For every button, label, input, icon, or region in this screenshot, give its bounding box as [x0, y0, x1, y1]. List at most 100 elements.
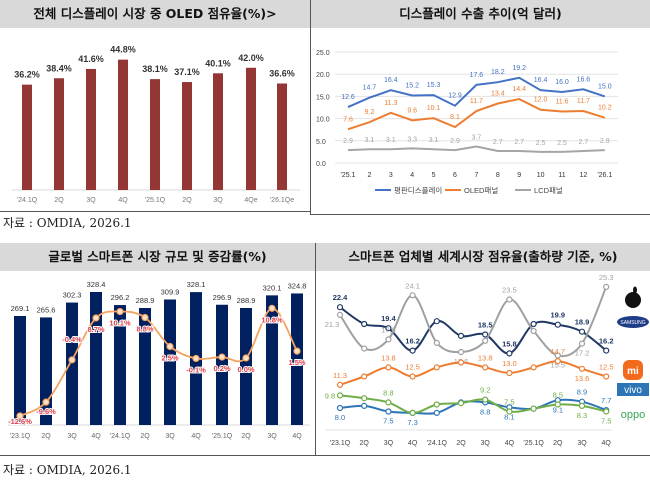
data-label: 7.5 [383, 417, 393, 426]
bar [90, 291, 102, 425]
data-label: 8.8 [480, 407, 490, 416]
data-marker [433, 364, 440, 371]
data-label: 8.1 [450, 114, 460, 121]
bar [216, 304, 228, 425]
data-label: 22.4 [333, 293, 348, 302]
data-marker [361, 402, 368, 409]
growth-marker [68, 356, 76, 364]
data-label: 38.4% [46, 63, 72, 73]
data-marker [578, 328, 586, 335]
chart-title: 전체 디스플레이 시장 중 OLED 점유율(%)> [0, 0, 310, 28]
data-marker [336, 392, 344, 399]
data-marker [433, 409, 440, 416]
bar [246, 67, 256, 190]
data-label: 7.5 [504, 398, 514, 407]
data-label: 15.0 [598, 83, 612, 90]
data-marker [457, 359, 465, 366]
chart-title: 디스플레이 수출 추이(억 달러) [311, 0, 650, 28]
x-tick-label: '25.1Q [523, 440, 544, 447]
x-tick-label: 4Q [602, 440, 612, 447]
data-marker [385, 336, 392, 343]
data-label: 8.3 [577, 411, 587, 420]
x-tick-label: 6 [453, 172, 457, 179]
vivo-logo-text: vivo [624, 385, 642, 396]
data-marker [361, 373, 368, 380]
xiaomi-logo-icon [623, 360, 643, 380]
data-marker [530, 320, 537, 328]
data-label: 14.7 [363, 85, 377, 92]
x-tick-label: 4Qe [244, 197, 257, 204]
x-tick-label: 9 [517, 172, 521, 179]
growth-label: 10.1% [109, 319, 131, 328]
data-marker [361, 320, 368, 328]
data-label: 37.1% [174, 67, 200, 77]
data-label: 12.9 [448, 93, 462, 100]
x-tick-label: 4 [410, 172, 414, 179]
data-marker [433, 339, 440, 346]
series-line [339, 398, 607, 415]
data-marker [506, 350, 513, 357]
data-label: 12.0 [534, 97, 548, 104]
growth-label: -0.1% [186, 365, 206, 374]
data-marker [409, 409, 416, 416]
series-line [339, 286, 608, 358]
data-label: 11.7 [577, 98, 590, 105]
data-label: 320.1 [263, 283, 282, 292]
growth-marker [242, 354, 250, 362]
x-tick-label: '25.1 [341, 172, 356, 179]
data-label: 296.2 [111, 293, 130, 302]
source-note: 자료 : OMDIA, 2026.1 [3, 463, 132, 477]
data-marker [506, 408, 513, 415]
data-label: 13.8 [478, 353, 493, 362]
data-marker [603, 408, 610, 415]
data-label: 21.3 [325, 320, 340, 329]
bar [266, 295, 278, 425]
data-label: 11.7 [470, 98, 483, 105]
x-tick-label: 3Q [86, 197, 96, 204]
x-tick-label: '24.1Q [17, 197, 38, 204]
data-label: 44.8% [110, 45, 136, 55]
data-marker [433, 318, 440, 325]
data-label: 16.0 [555, 79, 569, 86]
bar [240, 307, 252, 425]
x-tick-label: 5 [432, 172, 436, 179]
x-tick-label: 2Q [553, 440, 563, 447]
bar [150, 79, 160, 190]
data-label: 7.5 [601, 417, 611, 426]
data-label: 2.9 [600, 138, 610, 145]
data-label: 10.2 [598, 105, 612, 112]
data-label: 41.6% [78, 54, 104, 64]
vendor-share-panel: 스마트폰 업체별 세계시장 점유율(출하량 기준, %) [315, 243, 650, 456]
growth-label: -9.6% [36, 407, 56, 416]
x-tick-label: '25.1Q [212, 433, 233, 440]
x-tick-label: 3Q [165, 433, 175, 440]
data-label: 3.1 [386, 137, 396, 144]
data-label: 269.1 [11, 304, 30, 313]
data-label: 15.8 [502, 339, 517, 348]
data-marker [530, 405, 537, 412]
data-marker [530, 364, 537, 371]
vivo-logo-icon [617, 383, 649, 396]
data-marker [482, 364, 489, 371]
data-label: 7.6 [343, 116, 353, 123]
growth-marker [92, 314, 100, 322]
bar [139, 307, 151, 425]
data-label: 2.9 [450, 138, 460, 145]
x-tick-label: '26.1Qe [270, 197, 294, 204]
x-tick-label: 2 [367, 172, 371, 179]
data-label: 10.1 [427, 105, 441, 112]
bar [182, 82, 192, 190]
data-label: 17.8 [381, 325, 396, 334]
data-marker [385, 399, 392, 406]
growth-label: 10.8% [261, 315, 283, 324]
data-label: 2.7 [493, 139, 503, 146]
data-label: 13.4 [491, 91, 505, 98]
data-marker [385, 364, 392, 371]
xiaomi-logo-text: mi [627, 366, 639, 377]
data-label: 2.7 [514, 139, 524, 146]
data-label: 2.7 [579, 139, 589, 146]
data-label: 296.9 [213, 293, 232, 302]
growth-label: 0.0% [237, 365, 254, 374]
data-marker [457, 400, 465, 407]
apple-leaf-icon [633, 286, 637, 294]
